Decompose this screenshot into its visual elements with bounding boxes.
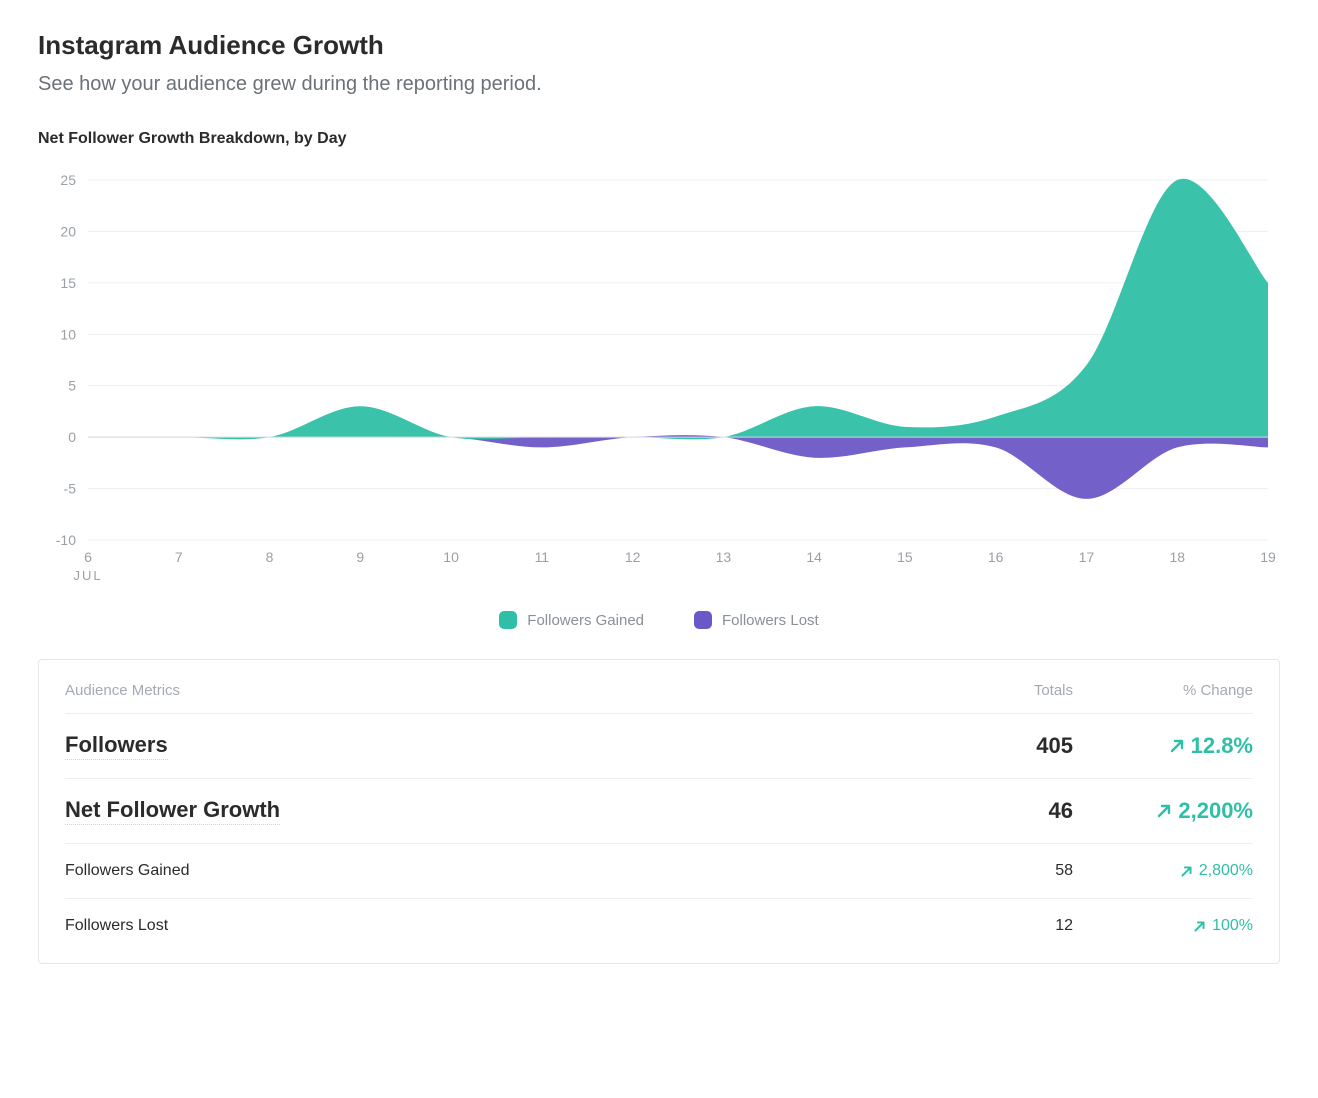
metric-change-value: 100% xyxy=(1212,917,1253,935)
svg-text:9: 9 xyxy=(356,549,364,565)
metric-row: Followers 405 12.8% xyxy=(65,713,1253,778)
metric-change-value: 2,800% xyxy=(1199,862,1253,880)
metric-label: Followers Lost xyxy=(65,917,933,935)
chart-subtitle: Net Follower Growth Breakdown, by Day xyxy=(38,130,1280,148)
follower-growth-chart: -10 -5 0 5 10 15 20 25 6 JUL 7 8 9 10 11 12 13 14 15 16 17 18… xyxy=(38,170,1280,629)
metrics-header-label: Audience Metrics xyxy=(65,682,933,699)
metric-change: 12.8% xyxy=(1073,733,1253,759)
arrow-up-right-icon xyxy=(1156,803,1172,819)
legend-swatch-lost xyxy=(694,611,712,629)
svg-text:8: 8 xyxy=(266,549,274,565)
svg-text:10: 10 xyxy=(60,326,76,342)
page-title: Instagram Audience Growth xyxy=(38,30,1280,61)
metric-label: Net Follower Growth xyxy=(65,797,280,825)
metric-change-value: 12.8% xyxy=(1191,733,1253,759)
chart-svg: -10 -5 0 5 10 15 20 25 6 JUL 7 8 9 10 11 12 13 14 15 16 17 18… xyxy=(38,170,1278,590)
metric-label: Followers Gained xyxy=(65,862,933,880)
audience-metrics-card: Audience Metrics Totals % Change Followe… xyxy=(38,659,1280,964)
svg-text:15: 15 xyxy=(897,549,913,565)
svg-text:JUL: JUL xyxy=(73,568,102,583)
metric-row: Followers Lost12 100% xyxy=(65,898,1253,953)
legend-label-lost: Followers Lost xyxy=(722,612,819,629)
metrics-header-totals: Totals xyxy=(933,682,1073,699)
arrow-up-right-icon xyxy=(1169,738,1185,754)
svg-text:18: 18 xyxy=(1169,549,1185,565)
metric-total: 12 xyxy=(933,917,1073,935)
metrics-header-change: % Change xyxy=(1073,682,1253,699)
svg-text:-10: -10 xyxy=(56,532,76,548)
svg-text:11: 11 xyxy=(535,549,550,565)
metric-total: 405 xyxy=(933,733,1073,759)
metric-total: 58 xyxy=(933,862,1073,880)
svg-text:14: 14 xyxy=(806,549,822,565)
legend-item-gained: Followers Gained xyxy=(499,611,644,629)
arrow-up-right-icon xyxy=(1180,865,1193,878)
metric-change: 2,800% xyxy=(1073,862,1253,880)
svg-text:12: 12 xyxy=(625,549,641,565)
metric-change-value: 2,200% xyxy=(1178,798,1253,824)
svg-text:5: 5 xyxy=(68,378,76,394)
svg-text:13: 13 xyxy=(716,549,732,565)
metrics-header-row: Audience Metrics Totals % Change xyxy=(65,682,1253,713)
svg-text:6: 6 xyxy=(84,549,92,565)
chart-legend: Followers Gained Followers Lost xyxy=(38,611,1280,629)
legend-swatch-gained xyxy=(499,611,517,629)
metric-row: Followers Gained58 2,800% xyxy=(65,843,1253,898)
metric-total: 46 xyxy=(933,798,1073,824)
svg-text:10: 10 xyxy=(443,549,459,565)
svg-text:16: 16 xyxy=(988,549,1004,565)
metric-label: Followers xyxy=(65,732,168,760)
svg-text:7: 7 xyxy=(175,549,183,565)
legend-label-gained: Followers Gained xyxy=(527,612,644,629)
page-subtitle: See how your audience grew during the re… xyxy=(38,73,1280,96)
svg-text:15: 15 xyxy=(60,275,76,291)
metric-row: Net Follower Growth 46 2,200% xyxy=(65,778,1253,843)
legend-item-lost: Followers Lost xyxy=(694,611,819,629)
svg-text:19: 19 xyxy=(1260,549,1276,565)
svg-text:0: 0 xyxy=(68,429,76,445)
svg-text:25: 25 xyxy=(60,172,76,188)
metric-change: 2,200% xyxy=(1073,798,1253,824)
svg-text:20: 20 xyxy=(60,223,76,239)
metric-change: 100% xyxy=(1073,917,1253,935)
arrow-up-right-icon xyxy=(1193,920,1206,933)
svg-text:-5: -5 xyxy=(64,481,77,497)
svg-text:17: 17 xyxy=(1079,549,1095,565)
